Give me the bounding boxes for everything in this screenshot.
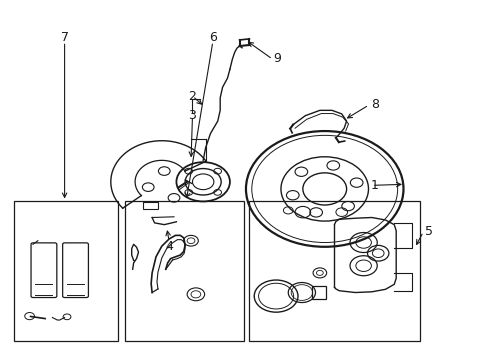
Text: 6: 6 — [208, 31, 216, 44]
Bar — [14, 202, 118, 341]
Text: 1: 1 — [370, 179, 378, 192]
Bar — [249, 202, 419, 341]
Text: 3: 3 — [187, 109, 195, 122]
Text: 9: 9 — [273, 52, 281, 65]
Text: 7: 7 — [61, 31, 68, 44]
Text: 4: 4 — [165, 240, 173, 253]
Bar — [125, 202, 244, 341]
Text: 2: 2 — [188, 90, 196, 103]
Bar — [311, 287, 325, 298]
Text: 8: 8 — [370, 99, 378, 112]
Text: 5: 5 — [425, 225, 432, 238]
Bar — [143, 202, 158, 208]
